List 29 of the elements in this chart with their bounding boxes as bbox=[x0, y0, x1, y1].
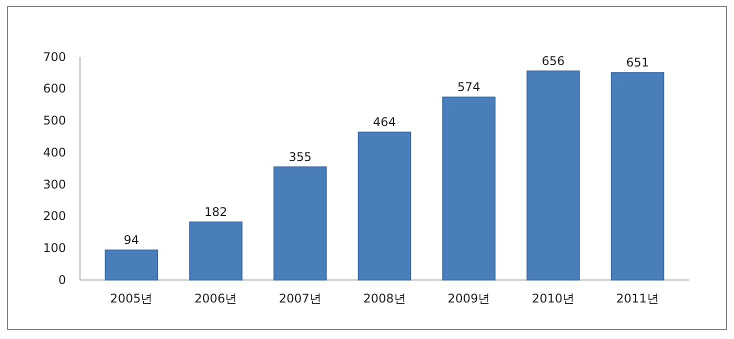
y-tick-label: 600 bbox=[43, 82, 66, 96]
bar bbox=[274, 166, 327, 280]
x-tick-label: 2009년 bbox=[448, 292, 490, 306]
y-tick-label: 400 bbox=[43, 145, 66, 160]
y-tick-label: 500 bbox=[43, 114, 66, 128]
bar bbox=[442, 96, 496, 280]
x-tick-label: 2008년 bbox=[363, 292, 406, 306]
x-tick-label: 2007년 bbox=[278, 292, 322, 306]
data-label: 574 bbox=[457, 80, 480, 94]
bar bbox=[189, 222, 242, 280]
y-tick-label: 300 bbox=[43, 177, 66, 192]
y-tick-label: 0 bbox=[58, 272, 66, 287]
x-tick-label: 2010년 bbox=[532, 292, 574, 306]
y-tick-label: 200 bbox=[43, 209, 66, 224]
bar bbox=[610, 72, 664, 280]
data-label: 651 bbox=[626, 56, 649, 70]
x-tick-label: 2006년 bbox=[194, 292, 238, 306]
x-tick-label: 2005년 bbox=[110, 292, 153, 306]
data-label: 464 bbox=[373, 115, 396, 130]
x-tick-label: 2011년 bbox=[616, 292, 659, 306]
y-tick-label: 100 bbox=[43, 240, 66, 255]
data-label: 182 bbox=[204, 205, 228, 220]
data-label: 94 bbox=[124, 233, 140, 248]
data-label: 355 bbox=[288, 150, 312, 164]
bar bbox=[104, 250, 158, 280]
data-label: 656 bbox=[542, 54, 565, 68]
y-tick-label: 700 bbox=[43, 50, 66, 64]
bar bbox=[358, 132, 412, 280]
bar bbox=[526, 70, 580, 280]
